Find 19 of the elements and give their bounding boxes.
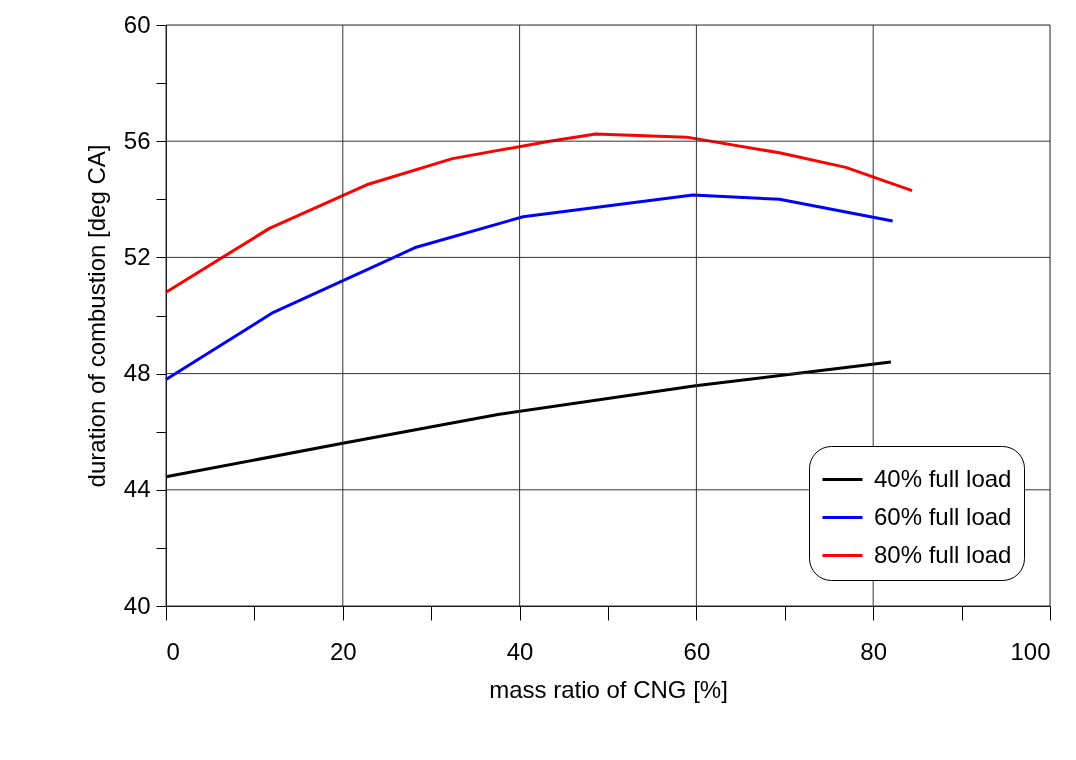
- x-tick-label: 80: [860, 637, 888, 665]
- y-tick-label: 52: [123, 242, 151, 270]
- y-tick-label: 60: [123, 10, 151, 38]
- line-series: [164, 193, 895, 381]
- legend-label: 60% full load: [874, 502, 1012, 530]
- x-axis-title: mass ratio of CNG [%]: [489, 675, 728, 703]
- y-tick-label: 48: [123, 359, 151, 387]
- y-tick-label: 40: [123, 591, 151, 619]
- y-tick-label: 44: [123, 475, 151, 503]
- y-axis-title: duration of combustion [deg CA]: [82, 144, 110, 488]
- x-tick-label: 100: [1010, 637, 1051, 665]
- x-tick-label: 0: [166, 637, 180, 665]
- line-series: [164, 132, 914, 294]
- legend-label: 80% full load: [874, 540, 1012, 568]
- y-tick-label: 56: [123, 126, 151, 154]
- x-tick-label: 20: [329, 637, 357, 665]
- x-tick-label: 60: [683, 637, 711, 665]
- x-tick-label: 40: [506, 637, 534, 665]
- legend-label: 40% full load: [874, 464, 1012, 492]
